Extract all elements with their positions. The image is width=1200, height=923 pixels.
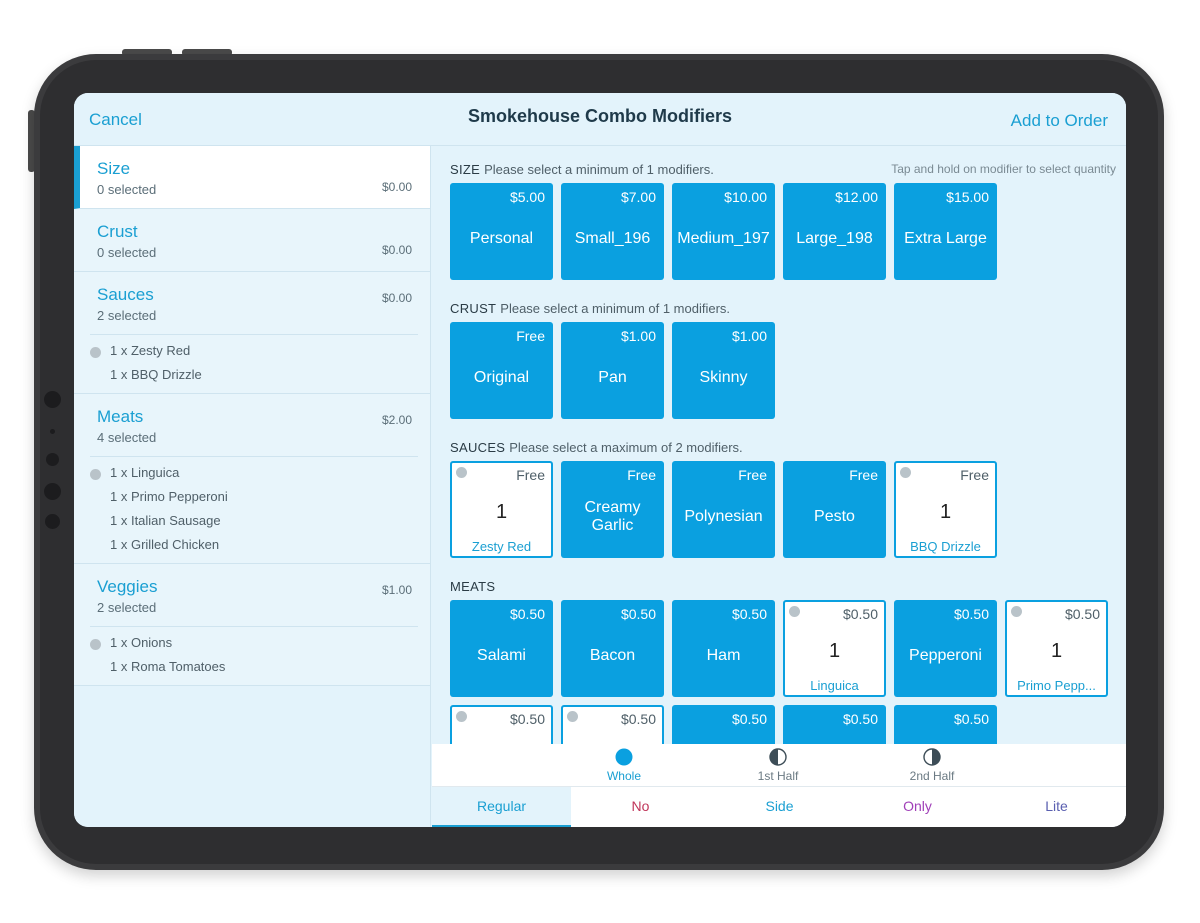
group-price: $0.00 (381, 291, 412, 305)
section-header-sauces: SAUCES Please select a maximum of 2 modif… (450, 440, 743, 455)
quantity-value: 1 (939, 501, 952, 523)
modifier-grid: Tap and hold on modifier to select quant… (432, 146, 1126, 827)
modifier-tile-personal[interactable]: $5.00 Personal (450, 183, 553, 280)
sidebar-group-size[interactable]: Size 0 selected $0.00 (74, 146, 430, 209)
portion-first-half[interactable]: 1st Half (738, 748, 818, 783)
page-title: Smokehouse Combo Modifiers (467, 106, 733, 126)
power-button (28, 110, 35, 172)
group-price: $0.00 (381, 180, 412, 194)
modifier-tile-ham[interactable]: $0.50 Ham (672, 600, 775, 697)
group-price: $1.00 (381, 583, 412, 597)
modifier-tile-small[interactable]: $7.00 Small_196 (561, 183, 664, 280)
sensor-dot (50, 429, 55, 434)
modifier-tile-pan[interactable]: $1.00 Pan (561, 322, 664, 419)
modifier-tile-zesty-red[interactable]: Free 1 Zesty Red (450, 461, 553, 558)
group-selected-count: 4 selected (97, 430, 157, 445)
portion-selector: Whole 1st Half 2nd Half (432, 744, 1126, 786)
modifier-tile-bacon[interactable]: $0.50 Bacon (561, 600, 664, 697)
modifier-tile-salami[interactable]: $0.50 Salami (450, 600, 553, 697)
portion-second-half[interactable]: 2nd Half (892, 748, 972, 783)
group-price: $2.00 (381, 413, 412, 427)
portion-dot-icon (456, 467, 467, 478)
group-item-list: 1 x Onions 1 x Roma Tomatoes (90, 626, 418, 685)
group-name: Meats (97, 407, 144, 426)
sidebar-group-veggies[interactable]: Veggies 2 selected $1.00 1 x Onions 1 x … (74, 564, 430, 686)
tab-only[interactable]: Only (903, 798, 932, 814)
list-item: 1 x Onions (90, 631, 418, 655)
group-name: Veggies (97, 577, 158, 596)
sidebar-group-meats[interactable]: Meats 4 selected $2.00 1 x Linguica 1 x … (74, 394, 430, 564)
tab-no[interactable]: No (631, 798, 650, 814)
portion-dot-icon (900, 467, 911, 478)
portion-whole[interactable]: Whole (584, 748, 664, 783)
add-to-order-button[interactable]: Add to Order (1010, 111, 1108, 130)
group-name: Sauces (97, 285, 154, 304)
modifier-tile-bbq-drizzle[interactable]: Free 1 BBQ Drizzle (894, 461, 997, 558)
tab-lite[interactable]: Lite (1045, 798, 1068, 814)
modifier-tile-creamy-garlic[interactable]: Free Creamy Garlic (561, 461, 664, 558)
list-item: 1 x Linguica (90, 461, 418, 485)
list-item: 1 x Primo Pepperoni (110, 489, 228, 504)
modifier-mode-tabs: Regular No Side Only Lite (432, 786, 1126, 827)
group-name: Crust (97, 222, 138, 241)
tap-hold-hint: Tap and hold on modifier to select quant… (891, 162, 1116, 176)
modifier-tile-pesto[interactable]: Free Pesto (783, 461, 886, 558)
modifier-tile-linguica[interactable]: $0.50 1 Linguica (783, 600, 886, 697)
list-item: 1 x Zesty Red (90, 339, 418, 363)
modal-header: Cancel Smokehouse Combo Modifiers Add to… (74, 93, 1126, 146)
group-item-list: 1 x Linguica 1 x Primo Pepperoni 1 x Ita… (90, 456, 418, 563)
modifier-group-sidebar: Size 0 selected $0.00 Crust 0 selected $… (74, 146, 431, 827)
portion-dot-icon (90, 347, 101, 358)
group-selected-count: 0 selected (97, 182, 157, 197)
volume-up-button (122, 49, 172, 56)
portion-dot-icon (90, 639, 101, 650)
quantity-value: 1 (828, 640, 841, 662)
tab-side[interactable]: Side (765, 798, 794, 814)
section-header-crust: CRUST Please select a minimum of 1 modifi… (450, 301, 731, 316)
app-screen: Cancel Smokehouse Combo Modifiers Add to… (74, 93, 1126, 827)
camera-dot (45, 514, 60, 529)
section-header-meats: MEATS (450, 579, 496, 594)
portion-dot-icon (567, 711, 578, 722)
volume-down-button (182, 49, 232, 56)
quantity-value: 1 (1050, 640, 1063, 662)
portion-dot-icon (456, 711, 467, 722)
group-selected-count: 0 selected (97, 245, 157, 260)
cancel-button[interactable]: Cancel (89, 110, 142, 129)
quantity-value: 1 (495, 501, 508, 523)
list-item: 1 x Roma Tomatoes (110, 659, 226, 674)
group-selected-count: 2 selected (97, 600, 157, 615)
tab-regular[interactable]: Regular (432, 787, 571, 827)
group-item-list: 1 x Zesty Red 1 x BBQ Drizzle (90, 334, 418, 393)
sidebar-group-crust[interactable]: Crust 0 selected $0.00 (74, 209, 430, 272)
modifier-tile-large[interactable]: $12.00 Large_198 (783, 183, 886, 280)
portion-dot-icon (789, 606, 800, 617)
modifier-tile-extra-large[interactable]: $15.00 Extra Large (894, 183, 997, 280)
camera-lens (46, 453, 59, 466)
group-name: Size (97, 159, 131, 178)
modifier-tile-medium[interactable]: $10.00 Medium_197 (672, 183, 775, 280)
modifier-tile-skinny[interactable]: $1.00 Skinny (672, 322, 775, 419)
first-half-icon (769, 748, 787, 766)
group-price: $0.00 (381, 243, 412, 257)
modifier-tile-original[interactable]: Free Original (450, 322, 553, 419)
list-item: 1 x Italian Sausage (110, 513, 221, 528)
camera-dot (44, 391, 61, 408)
second-half-icon (923, 748, 941, 766)
modifier-tile-pepperoni[interactable]: $0.50 Pepperoni (894, 600, 997, 697)
sidebar-group-sauces[interactable]: Sauces 2 selected $0.00 1 x Zesty Red 1 … (74, 272, 430, 394)
whole-circle-icon (615, 748, 633, 766)
list-item: 1 x Grilled Chicken (110, 537, 220, 552)
camera-dot (44, 483, 61, 500)
modifier-tile-primo-pepperoni[interactable]: $0.50 1 Primo Pepp... (1005, 600, 1108, 697)
section-header-size: SIZE Please select a minimum of 1 modifie… (450, 162, 714, 177)
modifier-tile-polynesian[interactable]: Free Polynesian (672, 461, 775, 558)
list-item: 1 x BBQ Drizzle (110, 367, 202, 382)
portion-dot-icon (1011, 606, 1022, 617)
group-selected-count: 2 selected (97, 308, 157, 323)
portion-dot-icon (90, 469, 101, 480)
